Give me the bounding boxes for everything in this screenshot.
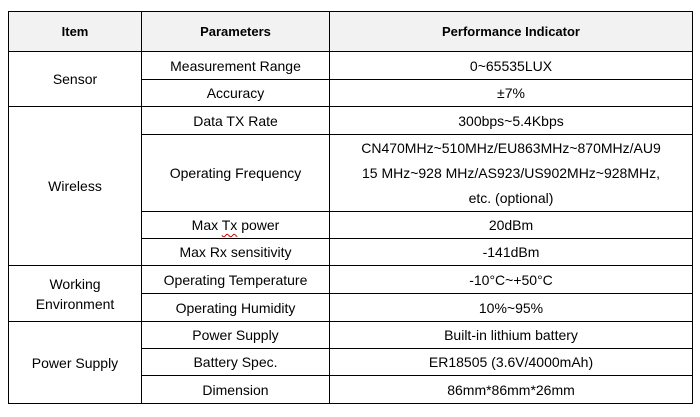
value-max-tx-power: 20dBm xyxy=(329,211,693,239)
param-max-tx-power-post: power xyxy=(237,217,280,233)
spellcheck-underline-tx: Tx xyxy=(221,217,238,233)
table-row: Max Tx power 20dBm xyxy=(9,211,693,239)
table-row: Sensor Measurement Range 0~65535LUX xyxy=(8,51,693,107)
header-parameters: Parameters xyxy=(141,11,330,52)
value-operating-frequency-line3: etc. (optional) xyxy=(468,189,554,206)
table-row: Wireless Data TX Rate 300bps~5.4Kbps xyxy=(8,106,693,266)
value-data-tx-rate: 300bps~5.4Kbps xyxy=(329,106,693,135)
param-power-supply: Power Supply xyxy=(141,321,330,349)
header-row: Item Parameters Performance Indicator xyxy=(8,11,693,52)
value-operating-humidity: 10%~95% xyxy=(329,293,693,322)
group-working-environment: Working Environment xyxy=(8,265,142,322)
table-row: Power Supply Power Supply Built-in lithi… xyxy=(8,321,693,404)
group-power-supply: Power Supply xyxy=(8,321,142,404)
param-max-tx-power-pre: Max xyxy=(191,217,222,233)
param-operating-humidity: Operating Humidity xyxy=(141,293,330,322)
param-battery-spec: Battery Spec. xyxy=(141,348,330,376)
group-sensor: Sensor xyxy=(8,51,142,107)
value-dimension: 86mm*86mm*26mm xyxy=(329,375,693,404)
group-working-environment-line1: Working xyxy=(49,275,101,292)
table-row: Battery Spec. ER18505 (3.6V/4000mAh) xyxy=(9,348,693,376)
table-row: Accuracy ±7% xyxy=(9,79,693,107)
value-max-rx-sensitivity: -141dBm xyxy=(329,238,693,266)
table-row: Working Environment Operating Temperatur… xyxy=(8,265,693,322)
table-row: Operating Humidity 10%~95% xyxy=(9,293,693,322)
param-max-tx-power: Max Tx power xyxy=(141,211,330,239)
param-measurement-range: Measurement Range xyxy=(141,51,330,80)
value-power-supply: Built-in lithium battery xyxy=(329,321,693,349)
group-working-environment-line2: Environment xyxy=(35,295,115,312)
param-accuracy: Accuracy xyxy=(141,79,330,107)
table-row: Operating Frequency CN470MHz~510MHz/EU86… xyxy=(9,134,693,212)
header-performance: Performance Indicator xyxy=(329,11,693,52)
param-data-tx-rate: Data TX Rate xyxy=(141,106,330,135)
value-operating-temperature: -10°C~+50°C xyxy=(329,265,693,294)
value-accuracy: ±7% xyxy=(329,79,693,107)
table-row: Dimension 86mm*86mm*26mm xyxy=(9,375,693,404)
value-operating-frequency: CN470MHz~510MHz/EU863MHz~870MHz/AU9 15 M… xyxy=(329,134,693,212)
value-operating-frequency-line1: CN470MHz~510MHz/EU863MHz~870MHz/AU9 xyxy=(361,139,661,156)
value-operating-frequency-line2: 15 MHz~928 MHz/AS923/US902MHz~928MHz, xyxy=(361,164,661,181)
param-operating-temperature: Operating Temperature xyxy=(141,265,330,294)
param-dimension: Dimension xyxy=(141,375,330,404)
spec-table: Item Parameters Performance Indicator Se… xyxy=(8,11,693,404)
value-battery-spec: ER18505 (3.6V/4000mAh) xyxy=(329,348,693,376)
header-item: Item xyxy=(8,11,142,52)
param-max-rx-sensitivity: Max Rx sensitivity xyxy=(141,238,330,266)
param-operating-frequency: Operating Frequency xyxy=(141,134,330,212)
value-measurement-range: 0~65535LUX xyxy=(329,51,693,80)
group-wireless: Wireless xyxy=(8,106,142,266)
